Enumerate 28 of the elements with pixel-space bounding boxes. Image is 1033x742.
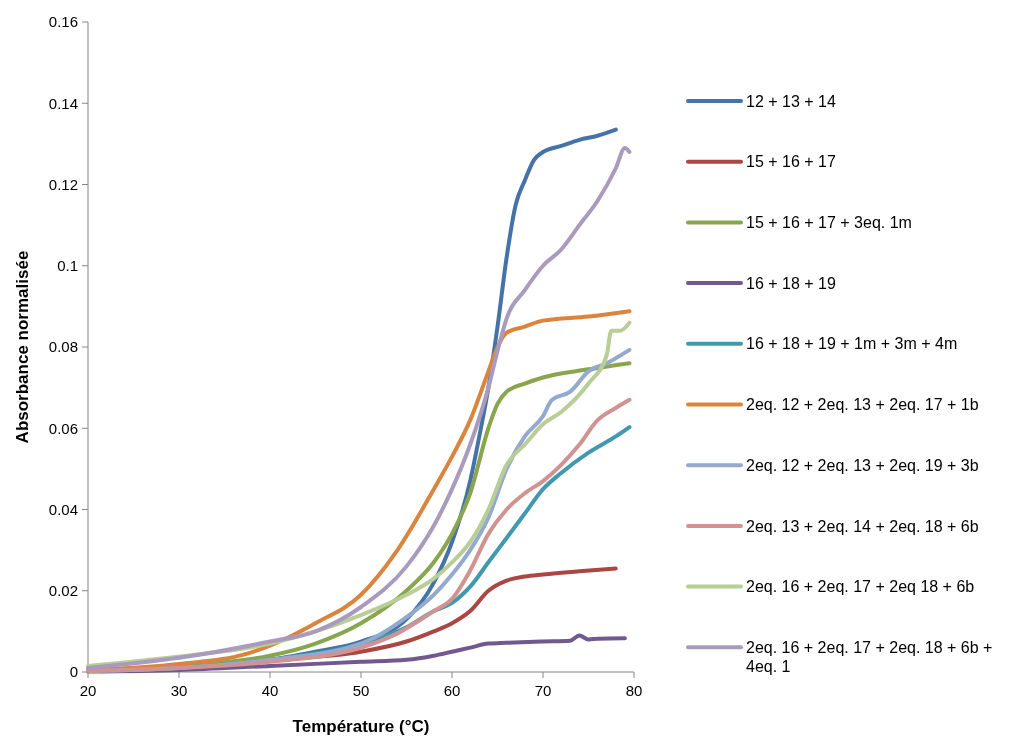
y-tick-label: 0.14 — [48, 94, 78, 112]
y-tick-label: 0.04 — [48, 500, 78, 518]
y-tick-label: 0.1 — [57, 257, 78, 274]
legend-label: 15 + 16 + 17 — [746, 153, 836, 171]
legend-label: 16 + 18 + 19 + 1m + 3m + 4m — [746, 335, 958, 353]
x-tick-label: 20 — [79, 682, 97, 699]
y-tick-label: 0.12 — [48, 175, 78, 193]
y-tick-label: 0.16 — [48, 13, 78, 31]
x-tick-label: 60 — [443, 682, 461, 699]
y-tick-label: 0 — [69, 663, 78, 681]
legend-label: 2eq. 16 + 2eq. 17 + 2eq 18 + 6b — [746, 578, 975, 596]
legend-label: 2eq. 12 + 2eq. 13 + 2eq. 19 + 3b — [746, 456, 979, 474]
x-tick-label: 70 — [534, 682, 552, 699]
x-tick-label: 80 — [625, 682, 643, 699]
y-tick-label: 0.08 — [48, 338, 78, 356]
x-tick-label: 30 — [170, 682, 188, 699]
x-axis-title: Température (°C) — [292, 717, 430, 736]
legend-label: 16 + 18 + 19 — [746, 274, 836, 292]
y-tick-label: 0.02 — [48, 582, 78, 599]
y-tick-label: 0.06 — [48, 419, 78, 437]
y-axis-title: Absorbance normalisée — [13, 250, 32, 444]
legend-label: 12 + 13 + 14 — [746, 92, 836, 110]
legend-label: 2eq. 13 + 2eq. 14 + 2eq. 18 + 6b — [746, 517, 979, 535]
legend-label: 2eq. 16 + 2eq. 17 + 2eq. 18 + 6b + 4eq. 1 — [746, 638, 993, 676]
x-tick-label: 40 — [261, 682, 279, 699]
legend-label: 15 + 16 + 17 + 3eq. 1m — [746, 214, 912, 231]
legend-label: 2eq. 12 + 2eq. 13 + 2eq. 17 + 1b — [746, 396, 979, 414]
x-tick-label: 50 — [352, 682, 370, 699]
